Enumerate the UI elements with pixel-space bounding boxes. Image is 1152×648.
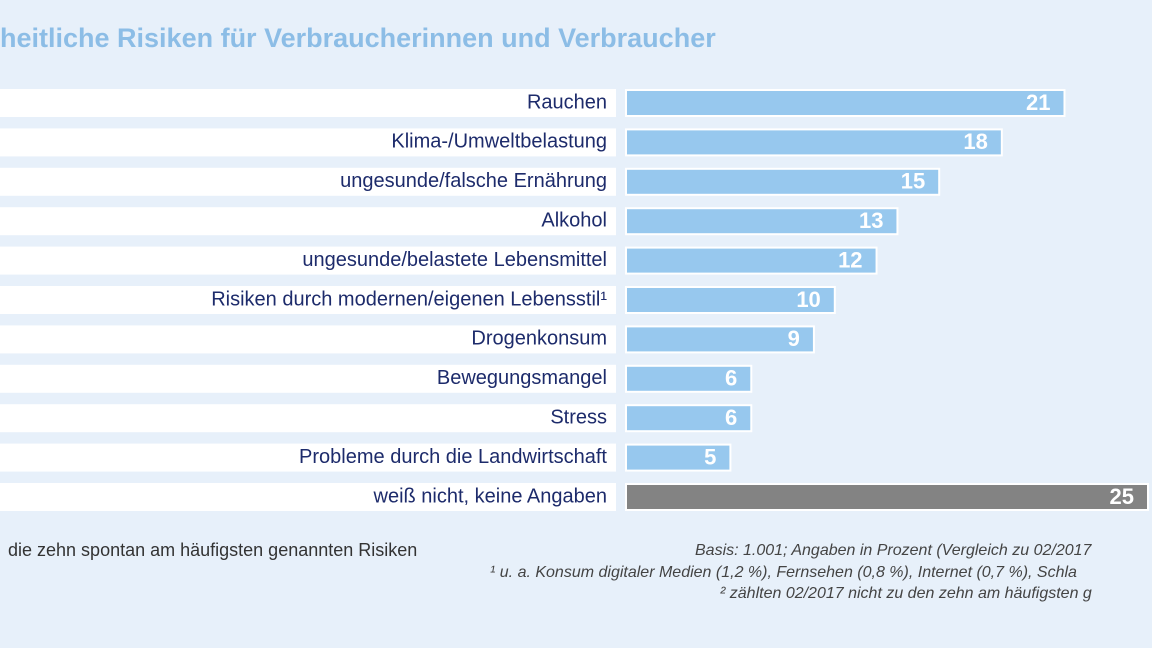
category-label: Risiken durch modernen/eigenen Lebenssti… bbox=[211, 288, 607, 310]
value-label: 21 bbox=[1026, 90, 1050, 115]
value-label: 18 bbox=[963, 129, 987, 154]
category-label: Klima-/Umweltbelastung bbox=[391, 131, 607, 153]
value-label: 15 bbox=[901, 169, 925, 194]
bar bbox=[625, 167, 941, 196]
footnote: ² zählten 02/2017 nicht zu den zehn am h… bbox=[720, 585, 1092, 602]
row-band bbox=[0, 483, 616, 511]
category-label: Bewegungsmangel bbox=[437, 367, 607, 389]
value-label: 12 bbox=[838, 247, 862, 272]
row-band bbox=[0, 364, 616, 393]
row-band bbox=[0, 404, 616, 433]
bar bbox=[625, 246, 878, 275]
row-band bbox=[0, 207, 616, 236]
value-label: 25 bbox=[1110, 484, 1134, 509]
value-label: 10 bbox=[796, 287, 820, 312]
row-band bbox=[0, 246, 616, 275]
bar bbox=[625, 404, 753, 433]
bar bbox=[625, 128, 1003, 157]
row-band bbox=[0, 286, 616, 314]
bar bbox=[625, 89, 1066, 117]
bar bbox=[625, 443, 732, 472]
category-label: weiß nicht, keine Angaben bbox=[373, 485, 608, 507]
bar bbox=[625, 483, 1149, 511]
footnote: ¹ u. a. Konsum digitaler Medien (1,2 %),… bbox=[490, 564, 1077, 581]
category-label: Stress bbox=[550, 406, 607, 428]
bar bbox=[625, 325, 815, 354]
note: die zehn spontan am häufigsten genannten… bbox=[8, 540, 417, 560]
category-label: Alkohol bbox=[541, 209, 607, 231]
footnote: Basis: 1.001; Angaben in Prozent (Vergle… bbox=[695, 542, 1093, 559]
bar bbox=[625, 207, 899, 236]
value-label: 9 bbox=[788, 326, 800, 351]
category-label: Rauchen bbox=[527, 91, 607, 113]
value-label: 5 bbox=[704, 444, 716, 469]
category-label: ungesunde/belastete Lebensmittel bbox=[302, 249, 607, 271]
row-band bbox=[0, 89, 616, 117]
category-label: Probleme durch die Landwirtschaft bbox=[299, 446, 607, 468]
bar bbox=[625, 286, 836, 314]
row-band bbox=[0, 443, 616, 472]
category-label: ungesunde/falsche Ernährung bbox=[340, 170, 607, 192]
value-label: 6 bbox=[725, 405, 737, 430]
category-label: Drogenkonsum bbox=[471, 328, 607, 350]
value-label: 6 bbox=[725, 366, 737, 391]
row-band bbox=[0, 167, 616, 196]
row-band bbox=[0, 128, 616, 157]
value-label: 13 bbox=[859, 208, 883, 233]
chart-title: heitliche Risiken für Verbraucherinnen u… bbox=[0, 23, 716, 53]
row-band bbox=[0, 325, 616, 354]
bar bbox=[625, 364, 753, 393]
